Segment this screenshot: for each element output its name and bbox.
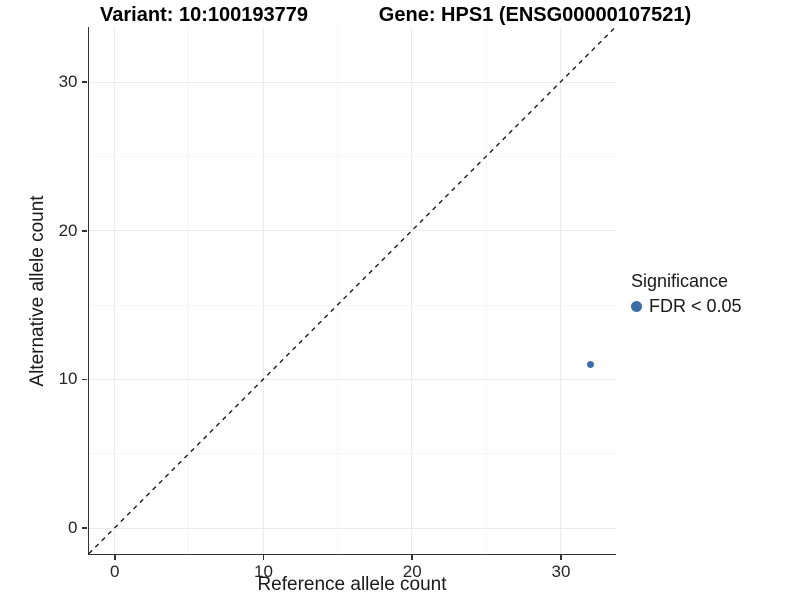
gridline-minor-v: [188, 27, 190, 554]
plot-title-gene: Gene: HPS1 (ENSG00000107521): [378, 4, 692, 26]
y-tick-mark: [81, 527, 87, 529]
x-tick-label: 30: [551, 561, 571, 581]
gridline-minor-v: [336, 27, 338, 554]
gridline-minor-h: [89, 155, 616, 157]
x-tick-label: 0: [110, 561, 120, 581]
x-tick-mark: [560, 555, 562, 560]
legend: Significance FDR < 0.05: [631, 271, 742, 317]
x-tick-mark: [411, 555, 413, 560]
gridline-major-h: [89, 81, 616, 83]
legend-item: FDR < 0.05: [631, 296, 742, 317]
gridline-minor-v: [485, 27, 487, 554]
gridline-major-h: [89, 378, 616, 380]
legend-item-label: FDR < 0.05: [649, 296, 742, 316]
y-tick-label: 10: [58, 369, 78, 389]
gridline-minor-h: [89, 304, 616, 306]
plot-panel: [88, 27, 616, 555]
scatter-point: [586, 361, 594, 369]
y-tick-label: 0: [68, 518, 78, 538]
x-axis-title: Reference allele count: [257, 574, 447, 595]
y-tick-label: 30: [58, 72, 78, 92]
identity-line: [89, 27, 616, 554]
legend-point-icon: [631, 301, 642, 312]
y-tick-mark: [81, 378, 87, 381]
plot-title-variant: Variant: 10:100193779: [100, 4, 308, 26]
gridline-minor-h: [89, 453, 616, 455]
x-tick-label: 20: [402, 561, 422, 581]
gridline-major-v: [113, 27, 115, 554]
y-tick-label: 20: [58, 220, 78, 240]
gridline-major-h: [89, 527, 616, 529]
x-tick-mark: [262, 555, 265, 560]
gridline-major-h: [89, 230, 616, 232]
y-tick-mark: [81, 230, 87, 232]
gridline-major-v: [559, 27, 561, 554]
y-tick-mark: [81, 81, 87, 83]
gridline-major-v: [411, 27, 413, 554]
gridline-major-v: [262, 27, 264, 554]
legend-title: Significance: [631, 271, 729, 291]
x-tick-mark: [114, 555, 116, 560]
x-tick-label: 10: [254, 561, 273, 581]
